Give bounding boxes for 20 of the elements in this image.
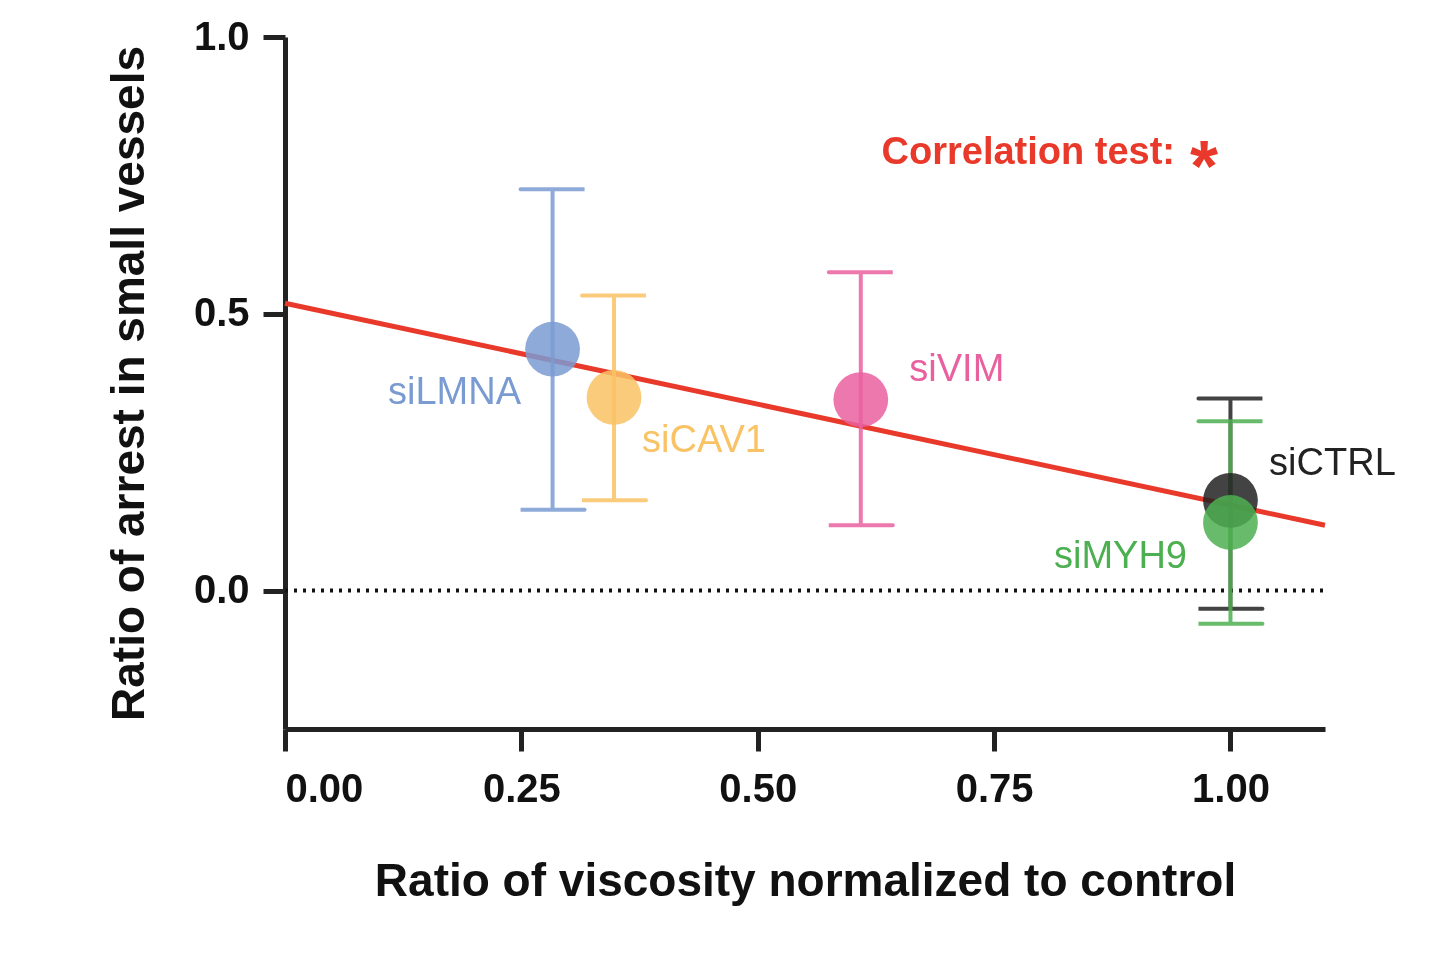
x-axis-title: Ratio of viscosity normalized to control [374, 853, 1237, 906]
annotation: Correlation test: * [881, 126, 1219, 206]
y-tick-label: 0.0 [193, 567, 250, 612]
point [1203, 495, 1258, 550]
y-axis-title: Ratio of arrest in small vessels [101, 46, 154, 721]
series-label: siMYH9 [1053, 533, 1187, 576]
point [586, 370, 642, 425]
x-tick-label: 0.25 [482, 765, 561, 810]
y-tick-label: 1.0 [193, 13, 250, 58]
x-tick-label: 0.50 [719, 765, 798, 810]
series-label: siCAV1 [642, 418, 766, 461]
point [833, 372, 889, 427]
point [525, 321, 580, 377]
series-label: siLMNA [388, 370, 522, 413]
x-tick-label: 1.00 [1192, 765, 1270, 810]
series-label: siVIM [909, 346, 1005, 389]
x-tick-label: 0.75 [955, 765, 1034, 810]
y-tick-label: 0.5 [193, 290, 250, 335]
series-label: siCTRL [1269, 441, 1396, 484]
x-tick-label: 0.00 [285, 765, 364, 810]
